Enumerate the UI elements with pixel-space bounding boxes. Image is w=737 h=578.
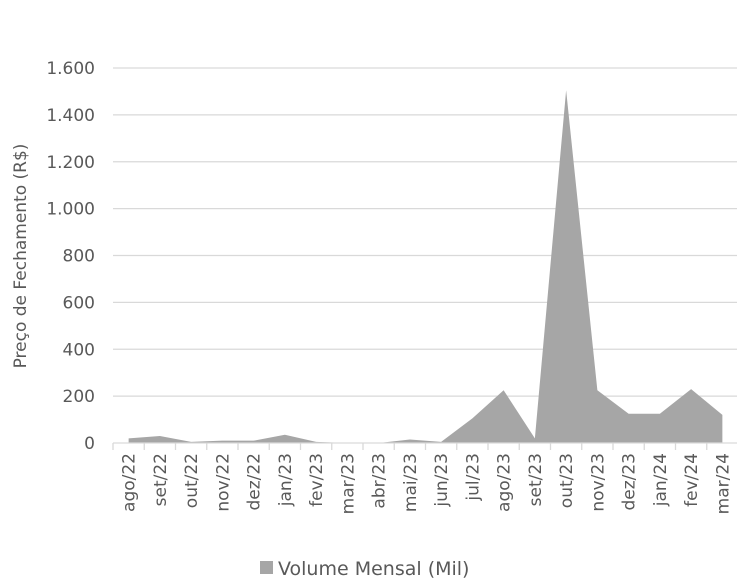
y-tick-label: 800: [63, 247, 95, 267]
area-series: [128, 90, 723, 443]
y-tick-label: 200: [63, 387, 95, 407]
area-series-path: [128, 90, 723, 443]
x-tick-label: mar/23: [338, 453, 358, 514]
x-tick-label: ago/22: [120, 453, 140, 512]
y-tick-label: 1.400: [46, 106, 95, 126]
x-tick-label: jun/23: [432, 453, 452, 508]
x-tick-label: jul/23: [463, 453, 483, 502]
x-tick-label: ago/23: [495, 453, 515, 512]
y-tick-label: 0: [84, 434, 95, 454]
x-tick-label: jan/24: [651, 453, 671, 507]
x-tick-label: mar/24: [713, 453, 733, 514]
y-axis-title: Preço de Fechamento (R$): [11, 144, 31, 369]
x-tick-labels: ago/22 set/22 out/22 nov/22 dez/22 jan/23 fev/…: [120, 453, 734, 514]
x-tick-label: dez/23: [620, 453, 640, 511]
gridlines: [113, 67, 737, 397]
x-tick-label: abr/23: [370, 453, 390, 509]
y-tick-label: 600: [63, 293, 95, 313]
x-tick-label: nov/23: [588, 453, 608, 512]
x-tick-label: nov/22: [213, 453, 233, 512]
x-tick-label: jan/23: [276, 453, 296, 507]
y-axis: 0 200 400 600 800 1.000 1.200 1.400 1.600: [46, 59, 95, 454]
x-tick-label: set/22: [151, 453, 171, 506]
x-tick-label: fev/23: [307, 453, 327, 507]
x-tick-label: mai/23: [401, 453, 421, 512]
y-tick-label: 1.000: [46, 200, 95, 220]
legend: Volume Mensal (Mil): [260, 558, 469, 578]
y-tick-label: 400: [63, 340, 95, 360]
x-tick-label: fev/24: [682, 453, 702, 507]
legend-label: Volume Mensal (Mil): [278, 558, 469, 578]
y-tick-label: 1.600: [46, 59, 95, 79]
x-tick-label: set/23: [526, 453, 546, 506]
legend-swatch: [260, 561, 273, 574]
x-tick-label: out/23: [557, 453, 577, 508]
x-tick-label: out/22: [182, 453, 202, 508]
x-tick-label: dez/22: [245, 453, 265, 511]
x-axis: [112, 442, 737, 450]
y-tick-label: 1.200: [46, 153, 95, 173]
